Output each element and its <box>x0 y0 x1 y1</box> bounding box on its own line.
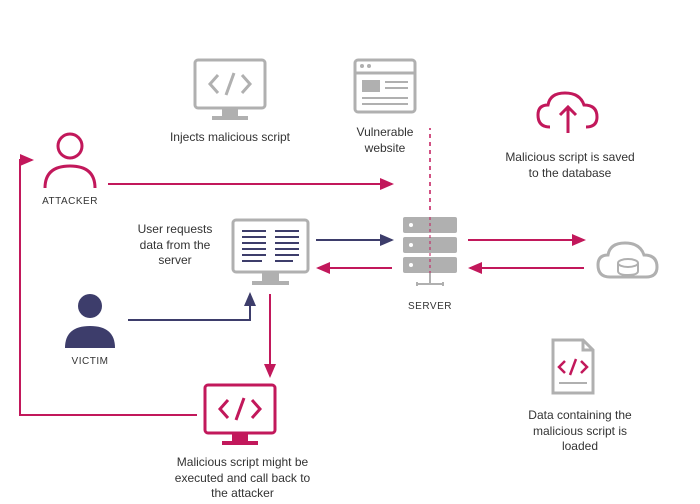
vulnerable-label: Vulnerable website <box>345 125 425 156</box>
server-label: SERVER <box>400 300 460 313</box>
content-monitor-icon <box>228 215 313 290</box>
cloud-upload-icon <box>530 85 605 140</box>
code-monitor-bottom-icon <box>200 380 280 450</box>
executed-label: Malicious script might be executed and c… <box>165 455 320 502</box>
loaded-label: Data containing the malicious script is … <box>515 408 645 455</box>
browser-window-icon <box>350 55 420 120</box>
victim-icon <box>55 290 125 350</box>
saved-label: Malicious script is saved to the databas… <box>500 150 640 181</box>
code-monitor-top-icon <box>190 55 270 125</box>
server-icon <box>395 212 465 297</box>
cloud-db-icon <box>590 235 665 290</box>
requests-label: User requests data from the server <box>125 222 225 269</box>
injects-label: Injects malicious script <box>165 130 295 146</box>
attacker-icon <box>35 130 105 190</box>
attacker-label: ATTACKER <box>40 195 100 208</box>
victim-label: VICTIM <box>60 355 120 368</box>
code-doc-icon <box>545 335 600 400</box>
